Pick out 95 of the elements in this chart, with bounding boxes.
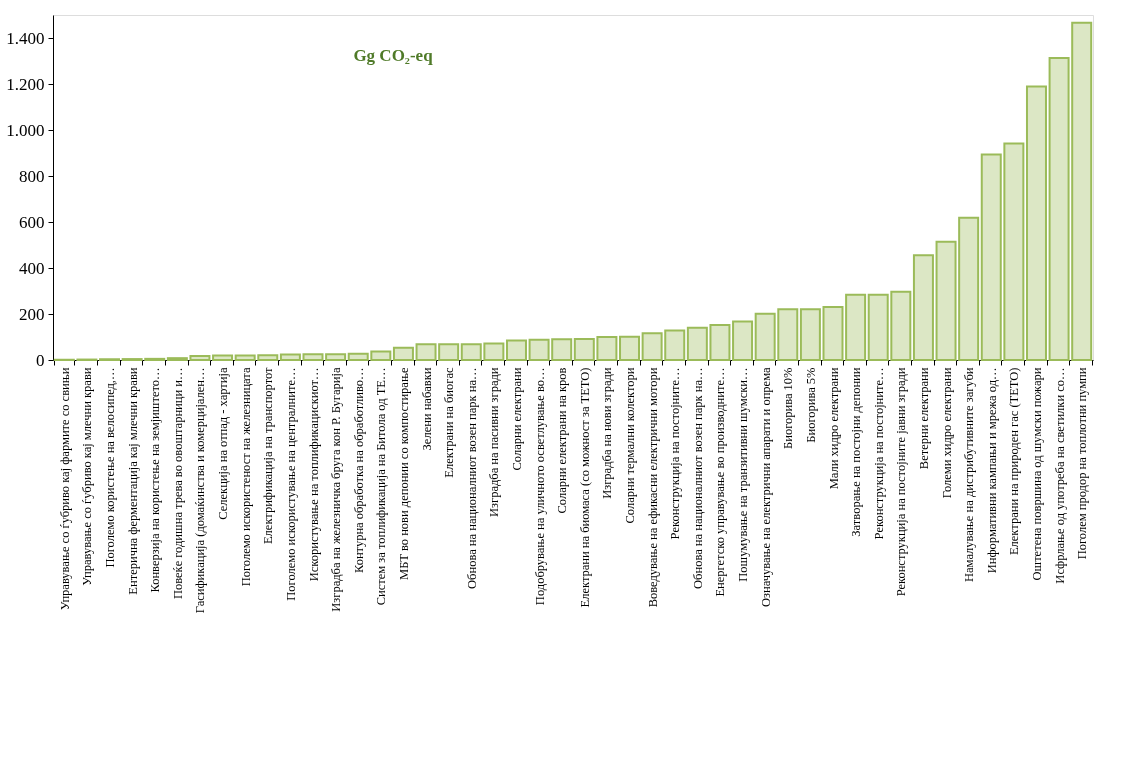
x-tick-label: Поголемо користење на велосипед,…	[103, 367, 118, 568]
x-tick-label: Биогорива 5%	[803, 367, 818, 443]
x-tick-label: Конверзија на користење на земјиштето…	[148, 367, 163, 593]
x-tick-label: Поголемо искористеност на железницата	[238, 367, 253, 587]
bar	[392, 346, 414, 361]
x-tick-label: Зелени набавки	[419, 367, 434, 451]
x-tick-label: Големи хидро електрани	[939, 367, 954, 499]
bar	[845, 293, 867, 361]
bar	[732, 320, 754, 361]
x-tick-label: Затворање на постојни депонии	[849, 367, 864, 537]
bar	[890, 290, 912, 361]
bar	[325, 353, 347, 361]
bar	[279, 353, 301, 361]
x-tick-label: Обнова на националниот возен парк на…	[464, 367, 479, 589]
y-tick-label: 1.200	[6, 74, 45, 94]
x-tick-label: Реконструкција на постојните…	[668, 367, 683, 540]
x-tick-label: Изградба на железничка бруга кон Р. Бугарија	[329, 367, 344, 612]
bar	[799, 308, 821, 361]
y-tick-label: 1.000	[6, 120, 45, 140]
x-tick-label: Соларни термални колектори	[623, 367, 638, 524]
bar	[867, 293, 889, 361]
bar	[709, 324, 731, 361]
x-tick-label: Обнова на националниот возен парк на…	[690, 367, 705, 589]
x-tick-label: Систем за топлификација на Битола од ТЕ…	[374, 367, 389, 606]
x-tick-label: Подобрување на уличното осветлување во…	[532, 367, 547, 606]
bar	[573, 338, 595, 361]
bar	[619, 335, 641, 361]
y-tick-label: 800	[19, 166, 45, 186]
bar	[935, 240, 957, 361]
y-tick-label: 0	[36, 350, 45, 370]
x-tick-label: Управување со ѓубриво кај млечни крави	[80, 367, 95, 586]
bar	[347, 352, 369, 361]
x-tick-label: Гасификација (домаќинства и комерцијален…	[193, 367, 208, 614]
x-tick-label: Намалување на дистрибутивните загуби	[962, 367, 977, 583]
x-tick-label: Биогорива 10%	[781, 367, 796, 449]
bar	[438, 343, 460, 361]
bar	[1003, 142, 1025, 361]
bar	[1048, 57, 1070, 361]
x-tick-label: Изградба на нови згради	[600, 367, 615, 499]
bar	[754, 312, 776, 361]
y-tick-label: 400	[19, 258, 45, 278]
x-tick-label: Информативни кампањи и мрежа од…	[984, 367, 999, 574]
bar	[1025, 85, 1047, 361]
x-tick-label: Селекција на отпад - хартија	[216, 367, 231, 520]
y-tick-label: 200	[19, 304, 45, 324]
bar	[189, 355, 211, 361]
x-tick-label: Поголем продор на топлотни пумпи	[1075, 367, 1090, 560]
x-tick-label: Соларни електрани на кров	[555, 367, 570, 514]
x-tick-label: МБТ во нови депонии со компостирање	[396, 367, 411, 580]
x-tick-label: Електрификација на транспортот	[261, 366, 276, 545]
x-tick-label: Воведување на ефикасни електрични мотори	[645, 367, 660, 608]
bar	[958, 216, 980, 361]
bar	[257, 354, 279, 361]
bar	[212, 354, 234, 361]
x-tick-label: Електрани на природен гас (ТЕТО)	[1007, 367, 1022, 556]
x-tick-label: Означување на електрични апарати и опрема	[758, 367, 773, 607]
x-tick-label: Поголемо искористување на централните…	[283, 367, 298, 601]
bar	[664, 329, 686, 361]
x-tick-label: Оштетена површина од шумски пожари	[1029, 367, 1044, 581]
x-tick-label: Ентерична ферментација кај млечни крави	[125, 367, 140, 595]
bar	[777, 308, 799, 361]
x-tick-label: Пошумување на транзитивни шумски…	[736, 367, 751, 582]
x-tick-label: Искористување на топлификацискиот…	[306, 367, 321, 582]
x-tick-label: Електрани на биомаса (со можност за ТЕТО)	[577, 367, 592, 608]
x-tick-label: Ветерни електрани	[916, 367, 931, 470]
x-tick-label: Соларни електрани	[509, 367, 524, 471]
x-tick-label: Контурна обработка на обработливо…	[351, 367, 366, 574]
bar	[912, 254, 934, 361]
bar	[528, 338, 550, 361]
bar	[505, 339, 527, 361]
bar	[980, 153, 1002, 361]
bar	[822, 306, 844, 361]
y-tick-label: 600	[19, 212, 45, 232]
bar	[234, 354, 256, 361]
x-tick-label: Реконструкција на постојните…	[871, 367, 886, 540]
bar	[370, 350, 392, 361]
bar	[1071, 21, 1093, 361]
bar	[641, 332, 663, 361]
x-tick-label: Управување со ѓубриво кај фармите со свињи	[57, 367, 72, 611]
x-tick-label: Повеќе годишна трева во овоштарници и…	[170, 367, 185, 600]
bar	[415, 343, 437, 361]
bar	[686, 326, 708, 361]
y-tick-label: 1.400	[6, 28, 45, 48]
bar	[596, 336, 618, 361]
bar	[551, 338, 573, 361]
x-tick-label: Енергетско управување во производните…	[713, 367, 728, 597]
bar	[302, 353, 324, 361]
x-tick-label: Изградба на пасивни згради	[487, 367, 502, 517]
x-tick-label: Реконструкција на постојните јавни згради	[894, 367, 909, 597]
x-tick-label: Мали хидро електрани	[826, 367, 841, 490]
bar	[483, 342, 505, 361]
x-tick-label: Исфрлање од употреба на светилки со…	[1052, 367, 1067, 584]
text: Gg CO₂-eq	[353, 46, 434, 65]
bar	[460, 343, 482, 361]
x-tick-label: Електрани на биогас	[442, 367, 457, 478]
